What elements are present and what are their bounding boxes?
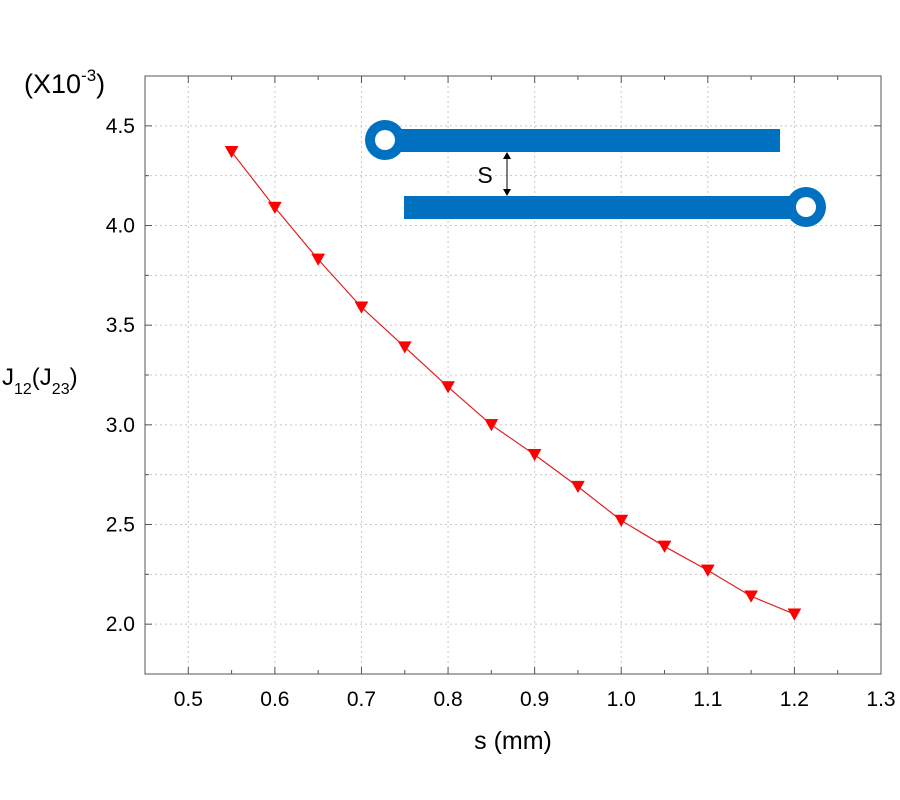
y-tick-label: 2.5 — [106, 514, 135, 537]
data-point-marker — [787, 608, 802, 621]
data-point-marker — [700, 564, 715, 577]
y-axis-title-sub1: 12 — [14, 381, 32, 398]
y-tick-label: 4.5 — [106, 115, 135, 138]
series-line — [231, 151, 795, 615]
y-axis-title-sub2: 23 — [52, 381, 70, 398]
y-scale-label: (X10-3) — [24, 66, 105, 99]
data-point-marker — [441, 381, 455, 394]
data-point-marker — [397, 341, 412, 354]
y-axis: 2.0 2.5 3.0 3.5 4.0 4.5 — [106, 115, 881, 636]
data-point-marker — [354, 301, 369, 314]
lower-port-hole — [796, 197, 816, 217]
data-point-marker — [614, 514, 629, 528]
x-axis-title: s (mm) — [474, 727, 552, 755]
x-tick-label: 0.8 — [433, 688, 462, 711]
coupled-lines-inset: S — [365, 120, 826, 227]
y-tick-label: 3.5 — [106, 314, 135, 337]
y-tick-label: 4.0 — [106, 215, 135, 238]
y-axis-title-main: J — [2, 364, 14, 391]
y-scale-exponent: -3 — [81, 66, 96, 85]
x-tick-label: 1.0 — [607, 688, 636, 711]
y-axis-title-paren-close: ) — [70, 364, 78, 391]
spacing-arrow-head-bottom — [503, 189, 511, 196]
x-tick-label: 1.3 — [866, 688, 895, 711]
x-axis: 0.5 0.6 0.7 0.8 0.9 1.0 1.1 1.2 1.3 — [174, 76, 896, 711]
data-point-marker — [267, 201, 282, 215]
x-tick-label: 0.7 — [347, 688, 376, 711]
data-point-marker — [571, 480, 585, 494]
y-tick-label: 2.0 — [106, 613, 135, 636]
y-scale-open: (X10 — [24, 69, 81, 99]
spacing-label: S — [477, 162, 492, 188]
spacing-arrow-head-top — [503, 152, 511, 159]
x-tick-label: 0.6 — [260, 688, 289, 711]
x-tick-label: 0.5 — [174, 688, 203, 711]
data-point-marker — [744, 590, 759, 603]
series — [224, 145, 802, 621]
data-point-marker — [311, 253, 326, 266]
data-point-marker — [527, 448, 542, 462]
x-tick-label: 0.9 — [520, 688, 549, 711]
upper-strip-line — [385, 129, 780, 152]
data-point-marker — [484, 419, 499, 432]
y-axis-title: J12(J23) — [2, 364, 78, 398]
y-scale-close: ) — [96, 69, 105, 99]
upper-port-hole — [375, 130, 395, 150]
y-tick-label: 3.0 — [106, 414, 135, 437]
x-tick-label: 1.1 — [693, 688, 722, 711]
data-point-marker — [224, 145, 239, 159]
y-axis-title-paren-open: (J — [32, 364, 52, 391]
lower-strip-line — [404, 196, 806, 219]
x-tick-label: 1.2 — [780, 688, 809, 711]
grid — [145, 76, 881, 674]
data-point-marker — [657, 540, 672, 553]
